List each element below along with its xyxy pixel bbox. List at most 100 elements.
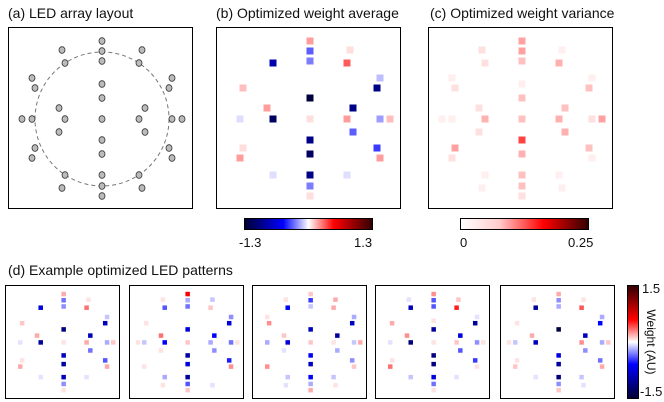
- led-weight-square: [583, 333, 588, 338]
- led-weight-square: [34, 333, 40, 338]
- led-weight-square: [558, 184, 566, 192]
- led-weight-square: [389, 320, 395, 326]
- led-weight-square: [61, 361, 66, 367]
- led-dot: [28, 154, 36, 162]
- led-weight-square: [306, 94, 314, 102]
- led-weight-square: [597, 320, 603, 326]
- led-weight-square: [208, 374, 213, 380]
- title-a: (a) LED array layout: [8, 5, 134, 21]
- led-weight-square: [331, 340, 336, 345]
- led-weight-square: [481, 59, 489, 67]
- led-weight-square: [18, 340, 23, 345]
- led-weight-square: [448, 74, 456, 82]
- led-weight-square: [555, 59, 563, 67]
- led-weight-square: [588, 115, 596, 123]
- example-pattern-4: [375, 285, 490, 399]
- led-weight-square: [226, 115, 234, 123]
- led-weight-square: [555, 115, 563, 123]
- led-dot: [98, 57, 106, 65]
- led-weight-square: [84, 305, 89, 310]
- led-weight-square: [579, 340, 584, 345]
- title-c: (c) Optimized weight variance: [430, 5, 615, 21]
- led-weight-square: [556, 298, 561, 303]
- led-weight-square: [88, 333, 93, 338]
- led-weight-square: [431, 340, 436, 345]
- led-weight-square: [556, 340, 561, 345]
- led-dot: [58, 184, 66, 192]
- led-weight-square: [228, 340, 234, 345]
- led-weight-square: [38, 374, 43, 380]
- colorbar-weight-min: -1.5: [640, 384, 663, 399]
- weight-average-plot: [226, 37, 394, 200]
- example-pattern-2: [129, 285, 244, 399]
- led-dot: [135, 115, 143, 123]
- led-weight-square: [308, 291, 313, 297]
- led-weight-square: [239, 144, 247, 152]
- colorbar-weight-max: 1.5: [642, 281, 661, 296]
- led-weight-square: [475, 128, 483, 136]
- led-weight-square: [518, 192, 526, 200]
- led-dot: [55, 128, 63, 136]
- led-weight-square: [351, 314, 357, 320]
- led-weight-square: [431, 304, 436, 309]
- example-pattern-1: [5, 285, 120, 399]
- led-weight-square: [514, 320, 520, 326]
- led-weight-square: [585, 84, 593, 92]
- led-weight-square: [376, 74, 384, 82]
- led-weight-square: [185, 340, 190, 345]
- led-weight-square: [263, 128, 271, 136]
- led-weight-square: [458, 333, 463, 338]
- led-weight-square: [160, 297, 166, 302]
- led-weight-square: [388, 314, 393, 320]
- led-weight-square: [86, 297, 91, 302]
- led-dot: [98, 37, 106, 45]
- led-weight-square: [306, 57, 314, 65]
- led-weight-square: [283, 382, 289, 388]
- led-weight-square: [558, 46, 566, 54]
- led-weight-square: [84, 340, 89, 345]
- led-weight-square: [556, 291, 561, 297]
- led-weight-square: [518, 115, 526, 123]
- led-weight-square: [308, 327, 313, 332]
- led-weight-square: [236, 154, 244, 162]
- led-weight-square: [19, 358, 25, 363]
- led-weight-square: [285, 305, 290, 310]
- led-weight-square: [306, 47, 314, 55]
- led-weight-square: [349, 104, 357, 112]
- led-layout-plot: [18, 37, 186, 200]
- led-weight-square: [212, 333, 217, 338]
- colorbar-variance-max: 0.25: [568, 235, 594, 250]
- led-weight-square: [406, 382, 412, 388]
- led-weight-square: [408, 374, 413, 380]
- led-weight-square: [269, 59, 277, 67]
- led-weight-square: [308, 353, 313, 358]
- led-weight-square: [506, 340, 512, 345]
- panel-weight-variance: [428, 27, 613, 209]
- led-weight-square: [585, 144, 593, 152]
- led-weight-square: [389, 358, 395, 363]
- led-weight-square: [588, 74, 596, 82]
- led-dot: [55, 104, 63, 112]
- led-weight-square: [431, 361, 436, 367]
- led-weight-square: [346, 46, 354, 54]
- title-b: (b) Optimized weight average: [216, 5, 399, 21]
- led-weight-square: [306, 171, 314, 179]
- led-weight-square: [266, 358, 272, 363]
- led-dot: [98, 136, 106, 144]
- led-weight-square: [160, 382, 166, 388]
- led-weight-square: [456, 297, 461, 302]
- led-weight-square: [478, 46, 486, 54]
- led-weight-square: [358, 340, 363, 345]
- led-dot: [31, 84, 39, 92]
- led-weight-square: [158, 348, 164, 353]
- led-weight-square: [349, 358, 355, 363]
- led-weight-square: [404, 348, 410, 353]
- led-weight-square: [142, 340, 147, 345]
- led-weight-square: [266, 184, 274, 192]
- led-weight-square: [518, 171, 526, 179]
- led-weight-square: [61, 318, 66, 323]
- led-dot: [98, 94, 106, 102]
- led-weight-square: [513, 364, 518, 369]
- led-weight-square: [533, 340, 538, 345]
- led-weight-square: [306, 150, 314, 158]
